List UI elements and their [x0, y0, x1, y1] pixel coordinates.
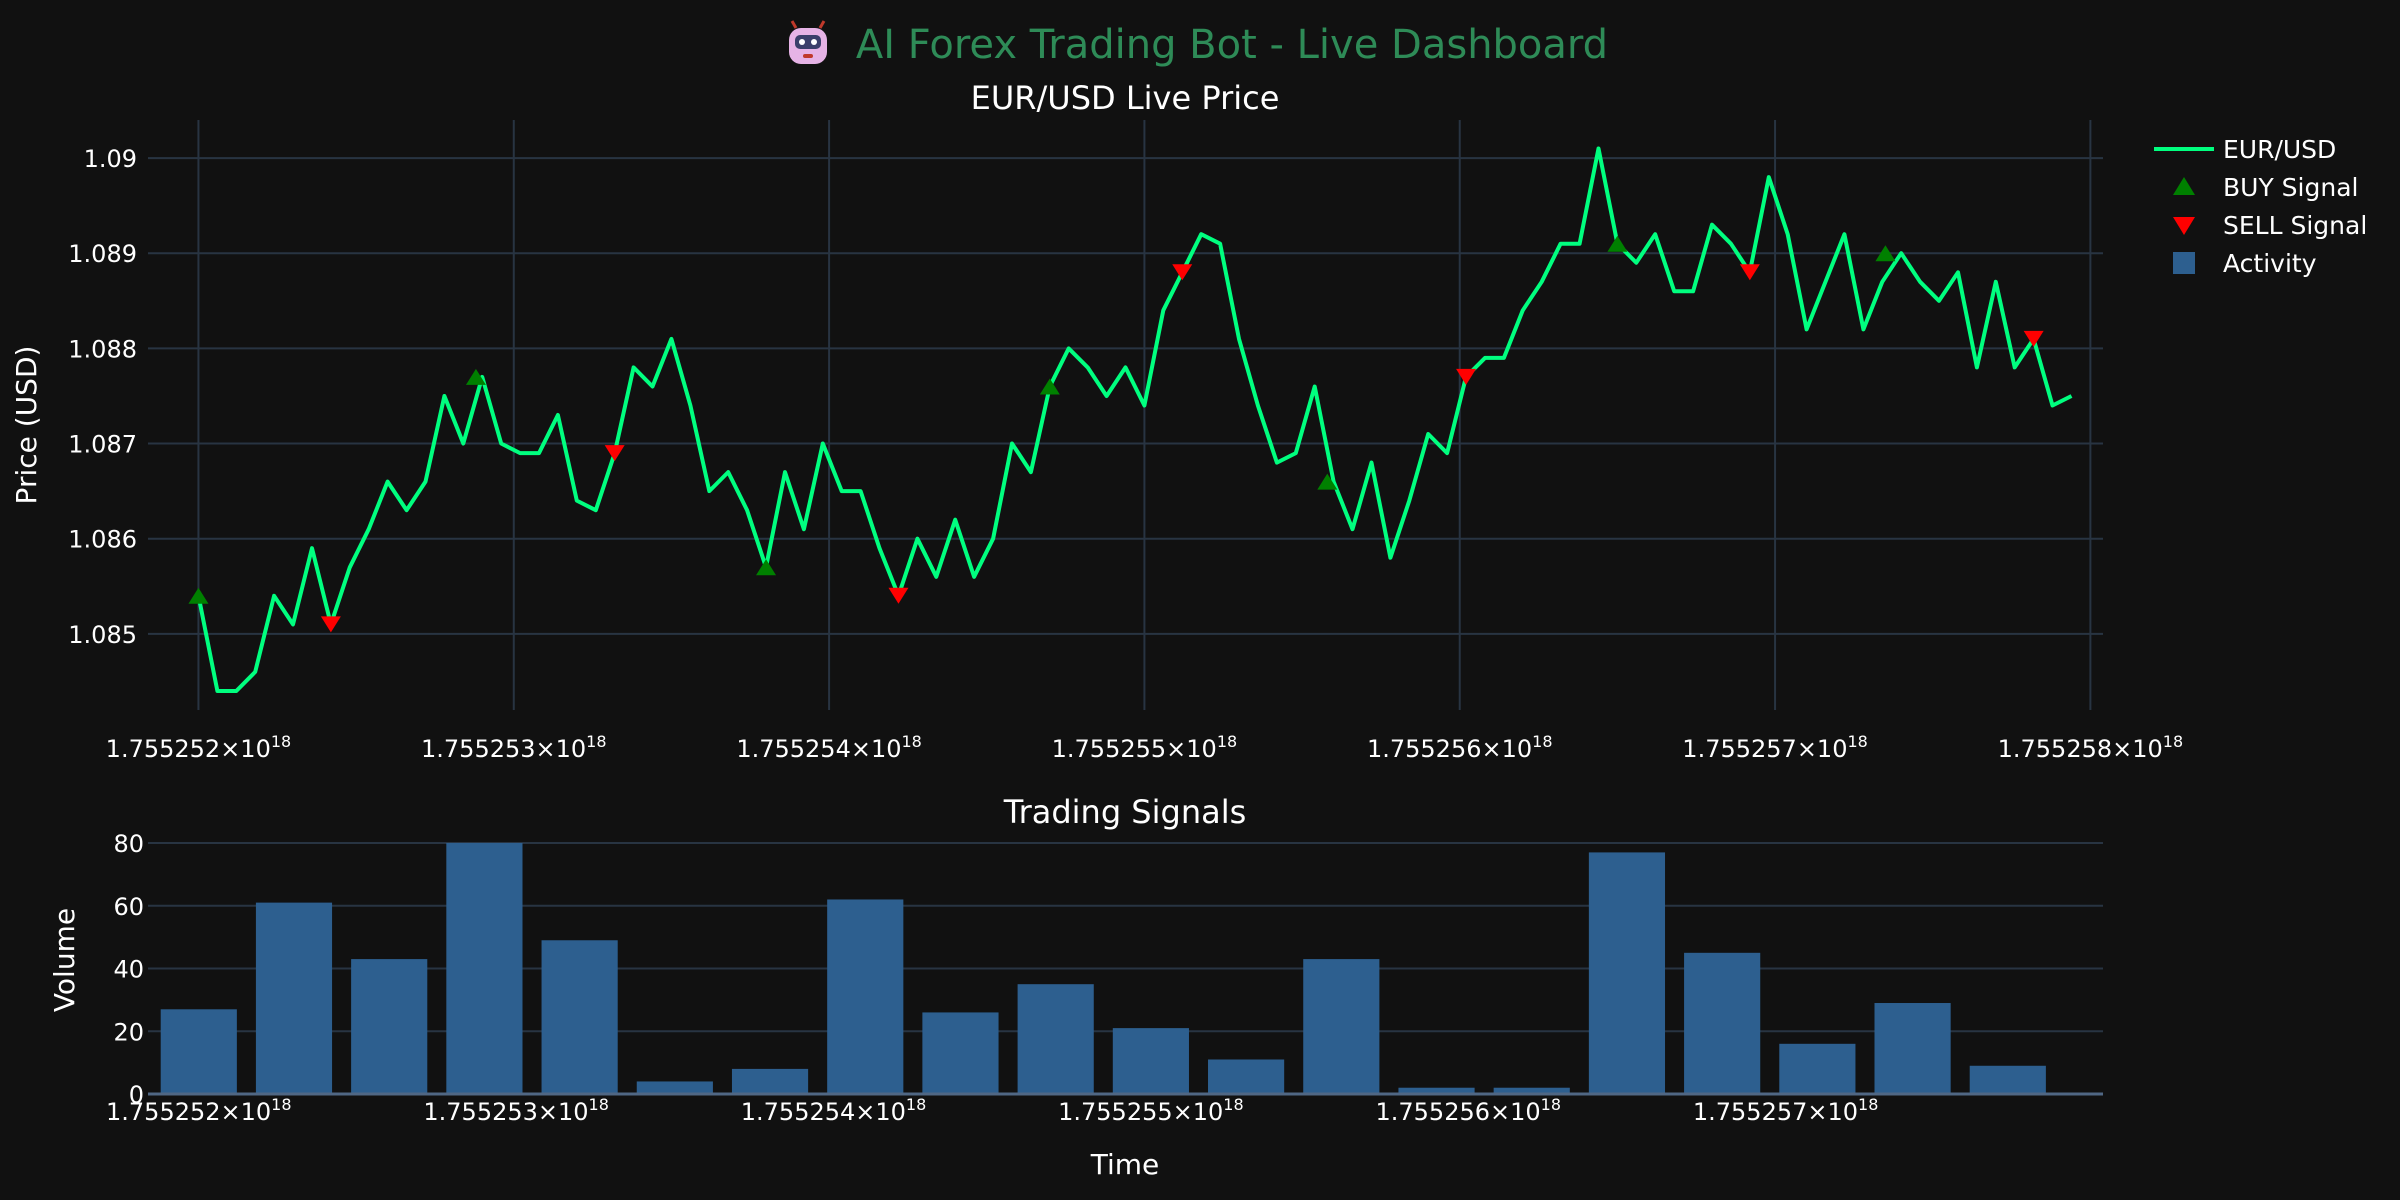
activity-bar[interactable] — [1398, 1087, 1475, 1094]
activity-bar[interactable] — [541, 940, 618, 1094]
legend-item-buy-signal[interactable]: BUY Signal — [2173, 173, 2358, 202]
buy-signal-markers — [188, 235, 1896, 604]
sell-signal-marker[interactable] — [888, 587, 909, 604]
page-title: AI Forex Trading Bot - Live Dashboard — [856, 22, 1608, 68]
triangle-down-icon — [2173, 217, 2195, 235]
price-x-tick-label: 1.755252×1018 — [106, 732, 292, 763]
signals-x-tick-label: 1.755252×1018 — [106, 1095, 292, 1126]
price-chart-y-ticks: 1.085 1.086 1.087 1.088 1.089 1.09 — [68, 145, 137, 649]
activity-bar[interactable] — [922, 1012, 999, 1094]
price-x-tick-label: 1.755257×1018 — [1682, 732, 1868, 763]
price-x-tick-label: 1.755253×1018 — [421, 732, 607, 763]
price-x-tick-label: 1.755254×1018 — [736, 732, 922, 763]
activity-bar[interactable] — [1303, 959, 1380, 1094]
legend-item-sell-signal[interactable]: SELL Signal — [2173, 211, 2367, 240]
eur-usd-price-line — [196, 146, 2073, 693]
signals-y-tick-label: 0 — [129, 1081, 144, 1109]
activity-bar[interactable] — [1017, 984, 1094, 1094]
activity-bar[interactable] — [731, 1068, 809, 1094]
price-chart-grid — [148, 120, 2103, 710]
activity-bar[interactable] — [1588, 852, 1666, 1094]
signals-x-tick-label: 1.755254×1018 — [741, 1095, 927, 1126]
signals-x-tick-label: 1.755255×1018 — [1058, 1095, 1244, 1126]
price-x-tick-label: 1.755255×1018 — [1052, 732, 1238, 763]
legend-label: BUY Signal — [2223, 173, 2358, 202]
buy-signal-marker[interactable] — [1039, 378, 1060, 395]
price-y-tick-label: 1.087 — [68, 431, 137, 459]
signals-chart-y-axis-label: Volume — [48, 908, 81, 1012]
signals-y-tick-label: 60 — [113, 893, 144, 921]
buy-signal-marker[interactable] — [756, 559, 777, 576]
buy-signal-marker[interactable] — [1317, 473, 1338, 490]
legend-label: EUR/USD — [2223, 135, 2336, 164]
buy-signal-marker[interactable] — [465, 368, 486, 385]
signals-chart-y-ticks: 0 20 40 60 80 — [113, 830, 144, 1109]
activity-bars — [160, 843, 2046, 1094]
price-y-tick-label: 1.085 — [68, 621, 137, 649]
price-chart-y-axis-label: Price (USD) — [10, 346, 43, 505]
activity-bar[interactable] — [160, 1009, 237, 1094]
sell-signal-marker[interactable] — [1739, 264, 1760, 281]
chart-legend: EUR/USD BUY Signal SELL Signal Activity — [2154, 135, 2367, 278]
activity-bar[interactable] — [255, 902, 333, 1094]
activity-bar[interactable] — [446, 843, 523, 1094]
signals-x-tick-label: 1.755256×1018 — [1375, 1095, 1561, 1126]
legend-label: SELL Signal — [2223, 211, 2367, 240]
triangle-up-icon — [2173, 177, 2195, 195]
activity-bar[interactable] — [1208, 1059, 1285, 1094]
price-chart: EUR/USD Live Price 1.0851.0861.0871.0881… — [10, 79, 2183, 763]
sell-signal-marker[interactable] — [1456, 368, 1477, 385]
signals-chart-x-axis-label: Time — [1090, 1148, 1160, 1181]
activity-bar[interactable] — [1112, 1028, 1189, 1094]
signals-x-tick-label: 1.755253×1018 — [423, 1095, 609, 1126]
square-swatch-icon — [2173, 252, 2195, 274]
price-x-tick-label: 1.755256×1018 — [1367, 732, 1553, 763]
signals-chart-x-ticks: 1.755252×1018 1.755253×1018 1.755254×1018 1… — [106, 1095, 1878, 1126]
price-chart-x-ticks: 1.755252×1018 1.755253×1018 1.755254×1018 1… — [106, 732, 2183, 763]
activity-bar[interactable] — [636, 1081, 713, 1094]
signals-y-tick-label: 40 — [113, 956, 144, 984]
signals-y-tick-label: 80 — [113, 830, 144, 858]
buy-signal-marker[interactable] — [1607, 235, 1628, 252]
page-header: AI Forex Trading Bot - Live Dashboard — [789, 20, 1608, 68]
sell-signal-marker[interactable] — [2023, 330, 2044, 347]
signals-chart-grid — [148, 842, 2103, 1033]
activity-bar[interactable] — [1779, 1043, 1856, 1094]
buy-signal-marker[interactable] — [1875, 245, 1896, 262]
sell-signal-marker[interactable] — [1172, 264, 1193, 281]
signals-chart-title: Trading Signals — [1003, 793, 1247, 831]
legend-item-eur-usd[interactable]: EUR/USD — [2154, 135, 2336, 164]
activity-bar[interactable] — [827, 899, 904, 1094]
price-chart-title: EUR/USD Live Price — [971, 79, 1280, 117]
robot-icon — [789, 20, 827, 64]
activity-bar[interactable] — [1874, 1003, 1951, 1094]
legend-label: Activity — [2223, 249, 2317, 278]
activity-bar[interactable] — [1969, 1065, 2046, 1094]
price-y-tick-label: 1.086 — [68, 526, 137, 554]
sell-signal-markers — [320, 264, 2044, 633]
price-y-tick-label: 1.088 — [68, 335, 137, 363]
sell-signal-marker[interactable] — [604, 445, 625, 462]
signals-x-tick-label: 1.755257×1018 — [1693, 1095, 1879, 1126]
price-y-tick-label: 1.09 — [84, 145, 137, 173]
activity-bar[interactable] — [1684, 952, 1761, 1094]
price-x-tick-label: 1.755258×1018 — [1998, 732, 2184, 763]
price-y-tick-label: 1.089 — [68, 240, 137, 268]
legend-item-activity[interactable]: Activity — [2173, 249, 2317, 278]
activity-bar[interactable] — [351, 959, 428, 1094]
signals-y-tick-label: 20 — [113, 1018, 144, 1046]
sell-signal-marker[interactable] — [320, 616, 341, 633]
buy-signal-marker[interactable] — [188, 587, 209, 604]
activity-bar[interactable] — [1493, 1087, 1570, 1094]
